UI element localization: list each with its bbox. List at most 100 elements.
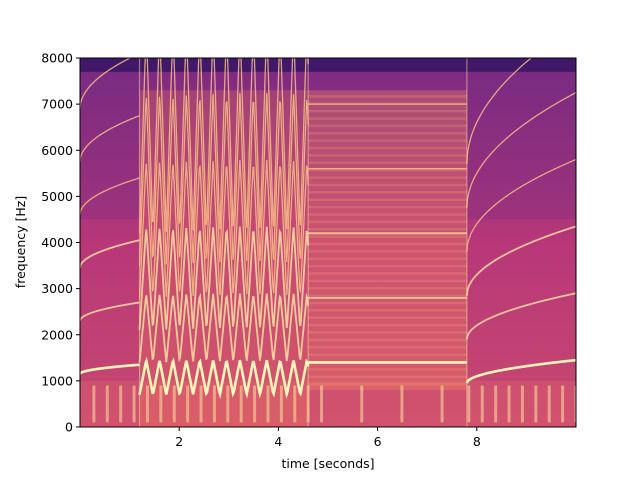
energy-band: [308, 316, 467, 320]
energy-band: [226, 385, 230, 423]
harmonic-trace: [138, 159, 309, 298]
energy-band: [308, 139, 467, 142]
energy-band: [440, 385, 444, 423]
energy-band: [308, 220, 467, 224]
energy-band: [534, 385, 538, 423]
energy-band: [119, 385, 123, 423]
energy-band: [308, 353, 467, 356]
energy-band: [308, 205, 467, 209]
harmonic-trace: [138, 226, 310, 331]
y-tick-label: 1000: [41, 373, 73, 388]
energy-band: [308, 183, 467, 187]
energy-band: [308, 235, 467, 238]
energy-band: [308, 90, 467, 391]
x-tick-label: 2: [175, 434, 183, 449]
harmonic-trace: [465, 358, 576, 384]
y-tick-label: 5000: [41, 189, 73, 204]
harmonic-trace: [80, 115, 140, 162]
energy-band: [266, 385, 270, 423]
energy-band: [308, 95, 467, 98]
energy-band: [494, 385, 498, 423]
energy-band: [132, 385, 136, 423]
energy-band: [308, 161, 467, 165]
energy-band: [308, 227, 467, 231]
energy-band: [308, 242, 467, 246]
energy-band: [308, 168, 467, 172]
energy-band: [308, 382, 467, 386]
energy-band: [308, 264, 467, 268]
energy-band: [308, 272, 467, 275]
energy-band: [105, 385, 109, 423]
energy-band: [239, 385, 243, 423]
y-axis-label: frequency [Hz]: [13, 196, 28, 288]
plot-area: [80, 58, 576, 427]
energy-band: [308, 368, 467, 371]
y-tick-label: 7000: [41, 97, 73, 112]
y-tick-label: 3000: [41, 281, 73, 296]
energy-band: [308, 331, 467, 334]
energy-band: [212, 385, 216, 423]
x-tick-label: 4: [274, 434, 282, 449]
energy-band: [308, 375, 467, 379]
y-tick-label: 8000: [41, 51, 73, 66]
x-axis: 2 4 6 8: [175, 427, 481, 449]
harmonic-trace: [466, 92, 576, 208]
y-tick-label: 4000: [41, 235, 73, 250]
energy-band: [172, 385, 176, 423]
energy-band: [253, 385, 257, 423]
energy-band: [561, 385, 565, 423]
y-tick-label: 0: [65, 420, 73, 435]
harmonic-trace: [466, 292, 576, 340]
y-axis: 0 1000 2000 3000 4000 5000 6000 7000 8000: [41, 51, 80, 435]
harmonic-trace: [466, 158, 576, 252]
energy-band: [308, 257, 467, 261]
energy-band: [466, 71, 576, 220]
energy-band: [199, 385, 203, 423]
energy-band: [308, 323, 467, 327]
energy-band: [308, 117, 467, 120]
y-tick-label: 6000: [41, 143, 73, 158]
harmonic-trace: [80, 239, 140, 269]
noise-bands: [80, 58, 576, 427]
energy-band: [520, 385, 524, 423]
energy-band: [92, 385, 96, 423]
energy-band: [400, 385, 404, 423]
energy-band: [308, 213, 467, 216]
energy-band: [308, 154, 467, 157]
energy-band: [308, 109, 467, 113]
energy-band: [80, 58, 576, 72]
energy-band: [308, 132, 467, 135]
energy-band: [574, 385, 576, 423]
energy-band: [547, 385, 551, 423]
energy-band: [308, 346, 467, 349]
harmonic-trace: [80, 177, 140, 215]
energy-band: [308, 301, 467, 305]
energy-band: [320, 385, 324, 423]
x-axis-label: time [seconds]: [281, 456, 374, 471]
energy-band: [80, 380, 576, 427]
energy-band: [308, 146, 467, 150]
energy-band: [159, 385, 163, 423]
energy-band: [308, 338, 467, 342]
energy-band: [293, 385, 297, 423]
energy-band: [308, 176, 467, 179]
energy-band: [308, 287, 467, 290]
energy-band: [145, 385, 149, 423]
energy-band: [507, 385, 511, 423]
harmonic-trace: [80, 363, 140, 375]
energy-band: [308, 191, 467, 194]
energy-band: [279, 385, 283, 423]
harmonic-trace: [466, 58, 533, 165]
energy-band: [360, 385, 364, 423]
harmonic-trace: [80, 301, 140, 322]
energy-band: [308, 294, 467, 297]
energy-band: [308, 309, 467, 312]
harmonic-trace: [138, 292, 310, 363]
harmonic-traces: [80, 58, 576, 400]
energy-band: [186, 385, 190, 423]
energy-band: [480, 385, 484, 423]
x-tick-label: 6: [374, 434, 382, 449]
energy-band: [308, 279, 467, 283]
harmonic-trace: [138, 93, 309, 266]
